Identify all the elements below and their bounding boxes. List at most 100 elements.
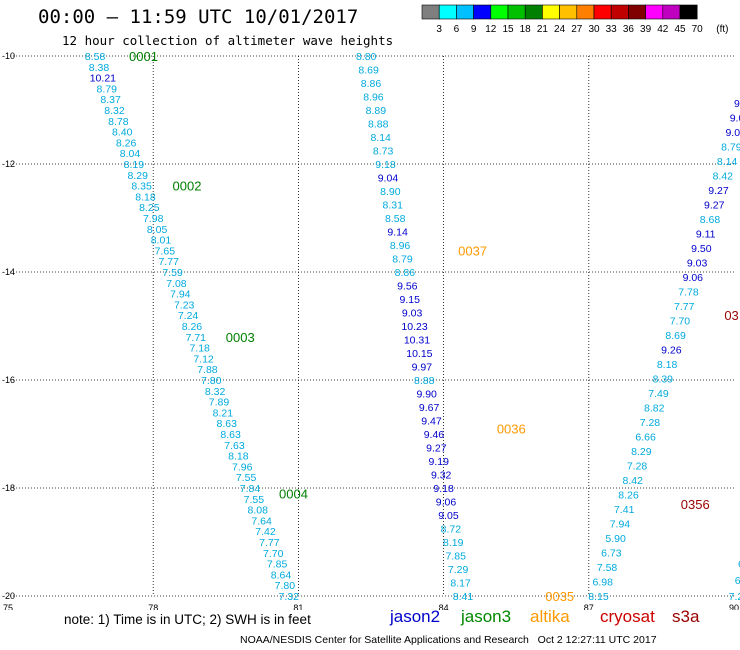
data-value: 9.18 [433,483,454,495]
data-value: 8.78 [108,116,129,128]
data-value: 8.25 [139,202,160,214]
pass-label: 0035 [545,589,574,604]
scale-label: 42 [657,24,669,35]
data-value: 10.31 [404,335,430,347]
data-value: 8.18 [228,451,249,463]
scale-label: 3 [436,24,442,35]
scale-unit: (ft) [716,24,728,35]
data-value: 6.66 [635,431,656,443]
data-value: 9.04 [378,173,399,185]
pass-label: 0004 [279,486,308,501]
scale-label: 12 [485,24,497,35]
data-value: 7.84 [240,483,261,495]
wave-height-plot: 75 78 81 84 87 90-10-12-14-16-18-208.588.3810… [2,49,740,610]
data-value: 7.96 [232,461,253,473]
data-value: 8.19 [443,537,464,549]
scale-label: 18 [520,24,532,35]
x-tick-label: 81 [293,603,303,610]
satellite-legend-cryosat: cryosat [600,607,655,626]
data-value: 8.38 [89,62,110,74]
data-value: 7.21 [729,591,740,603]
data-value: 8.08 [248,505,269,517]
satellite-legend-s3a: s3a [672,607,700,626]
pass-label: 0356 [681,497,710,512]
data-value: 10.21 [90,73,116,85]
data-value: 8.90 [380,186,401,198]
data-value: 8.40 [112,127,133,139]
data-value: 8.31 [383,200,404,212]
data-value: 8.79 [97,83,118,95]
x-tick-label: 75 [3,603,13,610]
data-value: 7.80 [275,580,296,592]
data-value: 9.06 [683,272,704,284]
scale-label: 33 [606,24,618,35]
y-tick-label: -10 [2,51,15,61]
page-subtitle: 12 hour collection of altimeter wave hei… [62,33,394,48]
scale-label: 45 [674,24,686,35]
data-value: 7.70 [263,548,284,560]
scale-label: 24 [554,24,566,35]
data-value: 7.55 [244,494,265,506]
data-value: 8.15 [588,591,609,603]
data-value: 7.18 [189,343,210,355]
data-value: 8.14 [717,156,738,168]
data-value: 9.02 [725,127,740,139]
color-scale: 3 6 9 12 15 18 21 24 27 30 33 36 39 42 45 70 (ft) [421,4,729,35]
satellite-legend-altika: altika [530,607,570,626]
data-value: 9.97 [412,362,433,374]
y-tick-label: -12 [2,159,15,169]
data-value: 7.64 [251,515,272,527]
data-value: 8.17 [450,578,471,590]
data-value: 8.41 [453,591,474,603]
data-value: 9.05 [438,510,459,522]
data-value: 7.80 [201,375,222,387]
data-value: 9.15 [400,294,421,306]
data-value: 7.89 [209,397,230,409]
data-value: 9.18 [375,159,396,171]
data-value: 8.69 [665,330,686,342]
data-value: 8.89 [366,105,387,117]
satellite-legend-jason2: jason2 [390,607,441,626]
data-value: 9.08 [730,112,740,124]
data-value: 8.18 [657,359,678,371]
data-value: 8.64 [271,569,292,581]
data-value: 8.35 [131,181,152,193]
data-value: 6.8 [738,559,740,571]
data-value: 7.59 [162,267,183,279]
pass-label: 0037 [458,243,487,258]
x-tick-label: 78 [148,603,158,610]
data-value: 9.27 [708,185,729,197]
data-value: 7.63 [224,440,245,452]
data-value: 9.46 [424,429,445,441]
data-value: 7.28 [640,417,661,429]
data-value: 7.88 [197,364,218,376]
pass-label: 0002 [173,179,202,194]
data-value: 9.90 [416,389,437,401]
data-value: 9.67 [419,402,440,414]
data-value: 8.72 [441,524,462,536]
y-tick-label: -14 [2,267,15,277]
data-value: 8.21 [213,407,234,419]
data-value: 8.82 [644,402,665,414]
data-value: 7.77 [674,301,695,313]
data-value: 8.39 [653,373,674,385]
data-value: 7.32 [279,591,300,603]
data-value: 6.9 [735,575,740,587]
data-value: 9.26 [661,344,682,356]
scale-label: 70 [692,24,704,35]
data-value: 9.27 [426,443,447,455]
footer-credit: NOAA/NESDIS Center for Satellite Applica… [240,634,657,646]
data-value: 8.79 [392,254,413,266]
data-value: 9.27 [704,199,725,211]
data-value: 8.96 [363,92,384,104]
data-value: 8.73 [373,146,394,158]
data-value: 9.06 [436,497,457,509]
x-tick-label: 84 [439,603,449,610]
pass-label: 0036 [497,422,526,437]
data-value: 8.58 [85,51,106,63]
scale-label: 30 [588,24,600,35]
pass-label: 03 [724,308,738,323]
data-value: 9.11 [696,228,716,240]
data-value: 8.80 [356,51,377,63]
